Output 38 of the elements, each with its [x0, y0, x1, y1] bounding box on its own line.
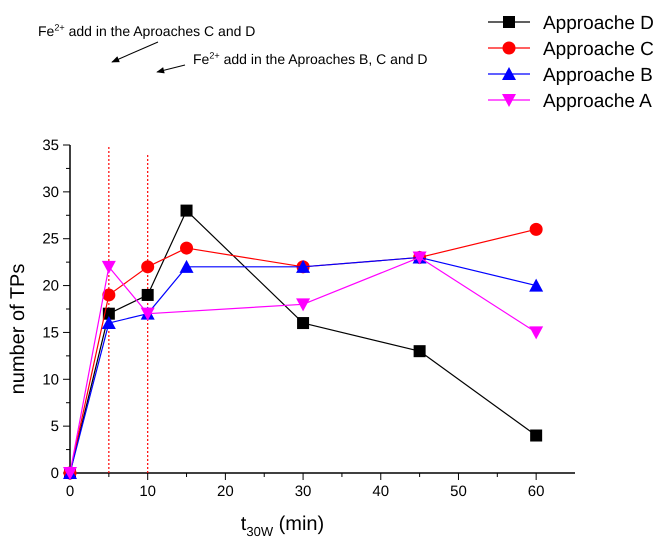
- legend-label: Approache D: [543, 13, 654, 34]
- y-tick-label: 30: [42, 184, 59, 201]
- y-tick-label: 10: [42, 371, 59, 388]
- legend-label: Approache B: [543, 65, 653, 86]
- legend-label: Approache A: [543, 91, 652, 112]
- point: [296, 298, 310, 312]
- y-tick-label: 20: [42, 278, 59, 295]
- point: [102, 260, 116, 274]
- y-tick-label: 0: [50, 465, 59, 482]
- y-tick-label: 25: [42, 230, 59, 248]
- text: Fe$^{2+}$ add in the Aproaches B, C and D: [193, 50, 428, 67]
- point: [180, 260, 194, 273]
- x-tick-label: 30: [294, 483, 312, 500]
- x-tick-label: 0: [66, 483, 74, 500]
- point: [180, 242, 194, 255]
- point: [180, 204, 193, 217]
- x-tick-label: 50: [450, 483, 467, 500]
- point: [102, 316, 116, 330]
- text: Fe$^{2+}$ add in the Aproaches C and D: [38, 22, 256, 39]
- point: [530, 222, 543, 236]
- point: [141, 260, 154, 274]
- point: [529, 278, 544, 292]
- point: [414, 345, 426, 358]
- x-tick-label: 40: [372, 483, 390, 500]
- point: [530, 430, 542, 442]
- y-tick-label: 5: [50, 418, 59, 436]
- point: [142, 288, 154, 301]
- x-tick-label: 20: [217, 483, 234, 500]
- x-tick-label: 60: [528, 483, 544, 500]
- point: [102, 288, 116, 302]
- x-axis-title: t$_{30W}$ (min): [240, 513, 324, 539]
- y-axis-title: number of TPs: [7, 264, 29, 394]
- y-tick-label: 35: [42, 137, 59, 154]
- point: [529, 326, 544, 340]
- point: [297, 317, 310, 330]
- y-tick-label: 15: [42, 324, 59, 342]
- legend-label: Approache C: [543, 39, 654, 60]
- x-tick-label: 10: [139, 483, 156, 500]
